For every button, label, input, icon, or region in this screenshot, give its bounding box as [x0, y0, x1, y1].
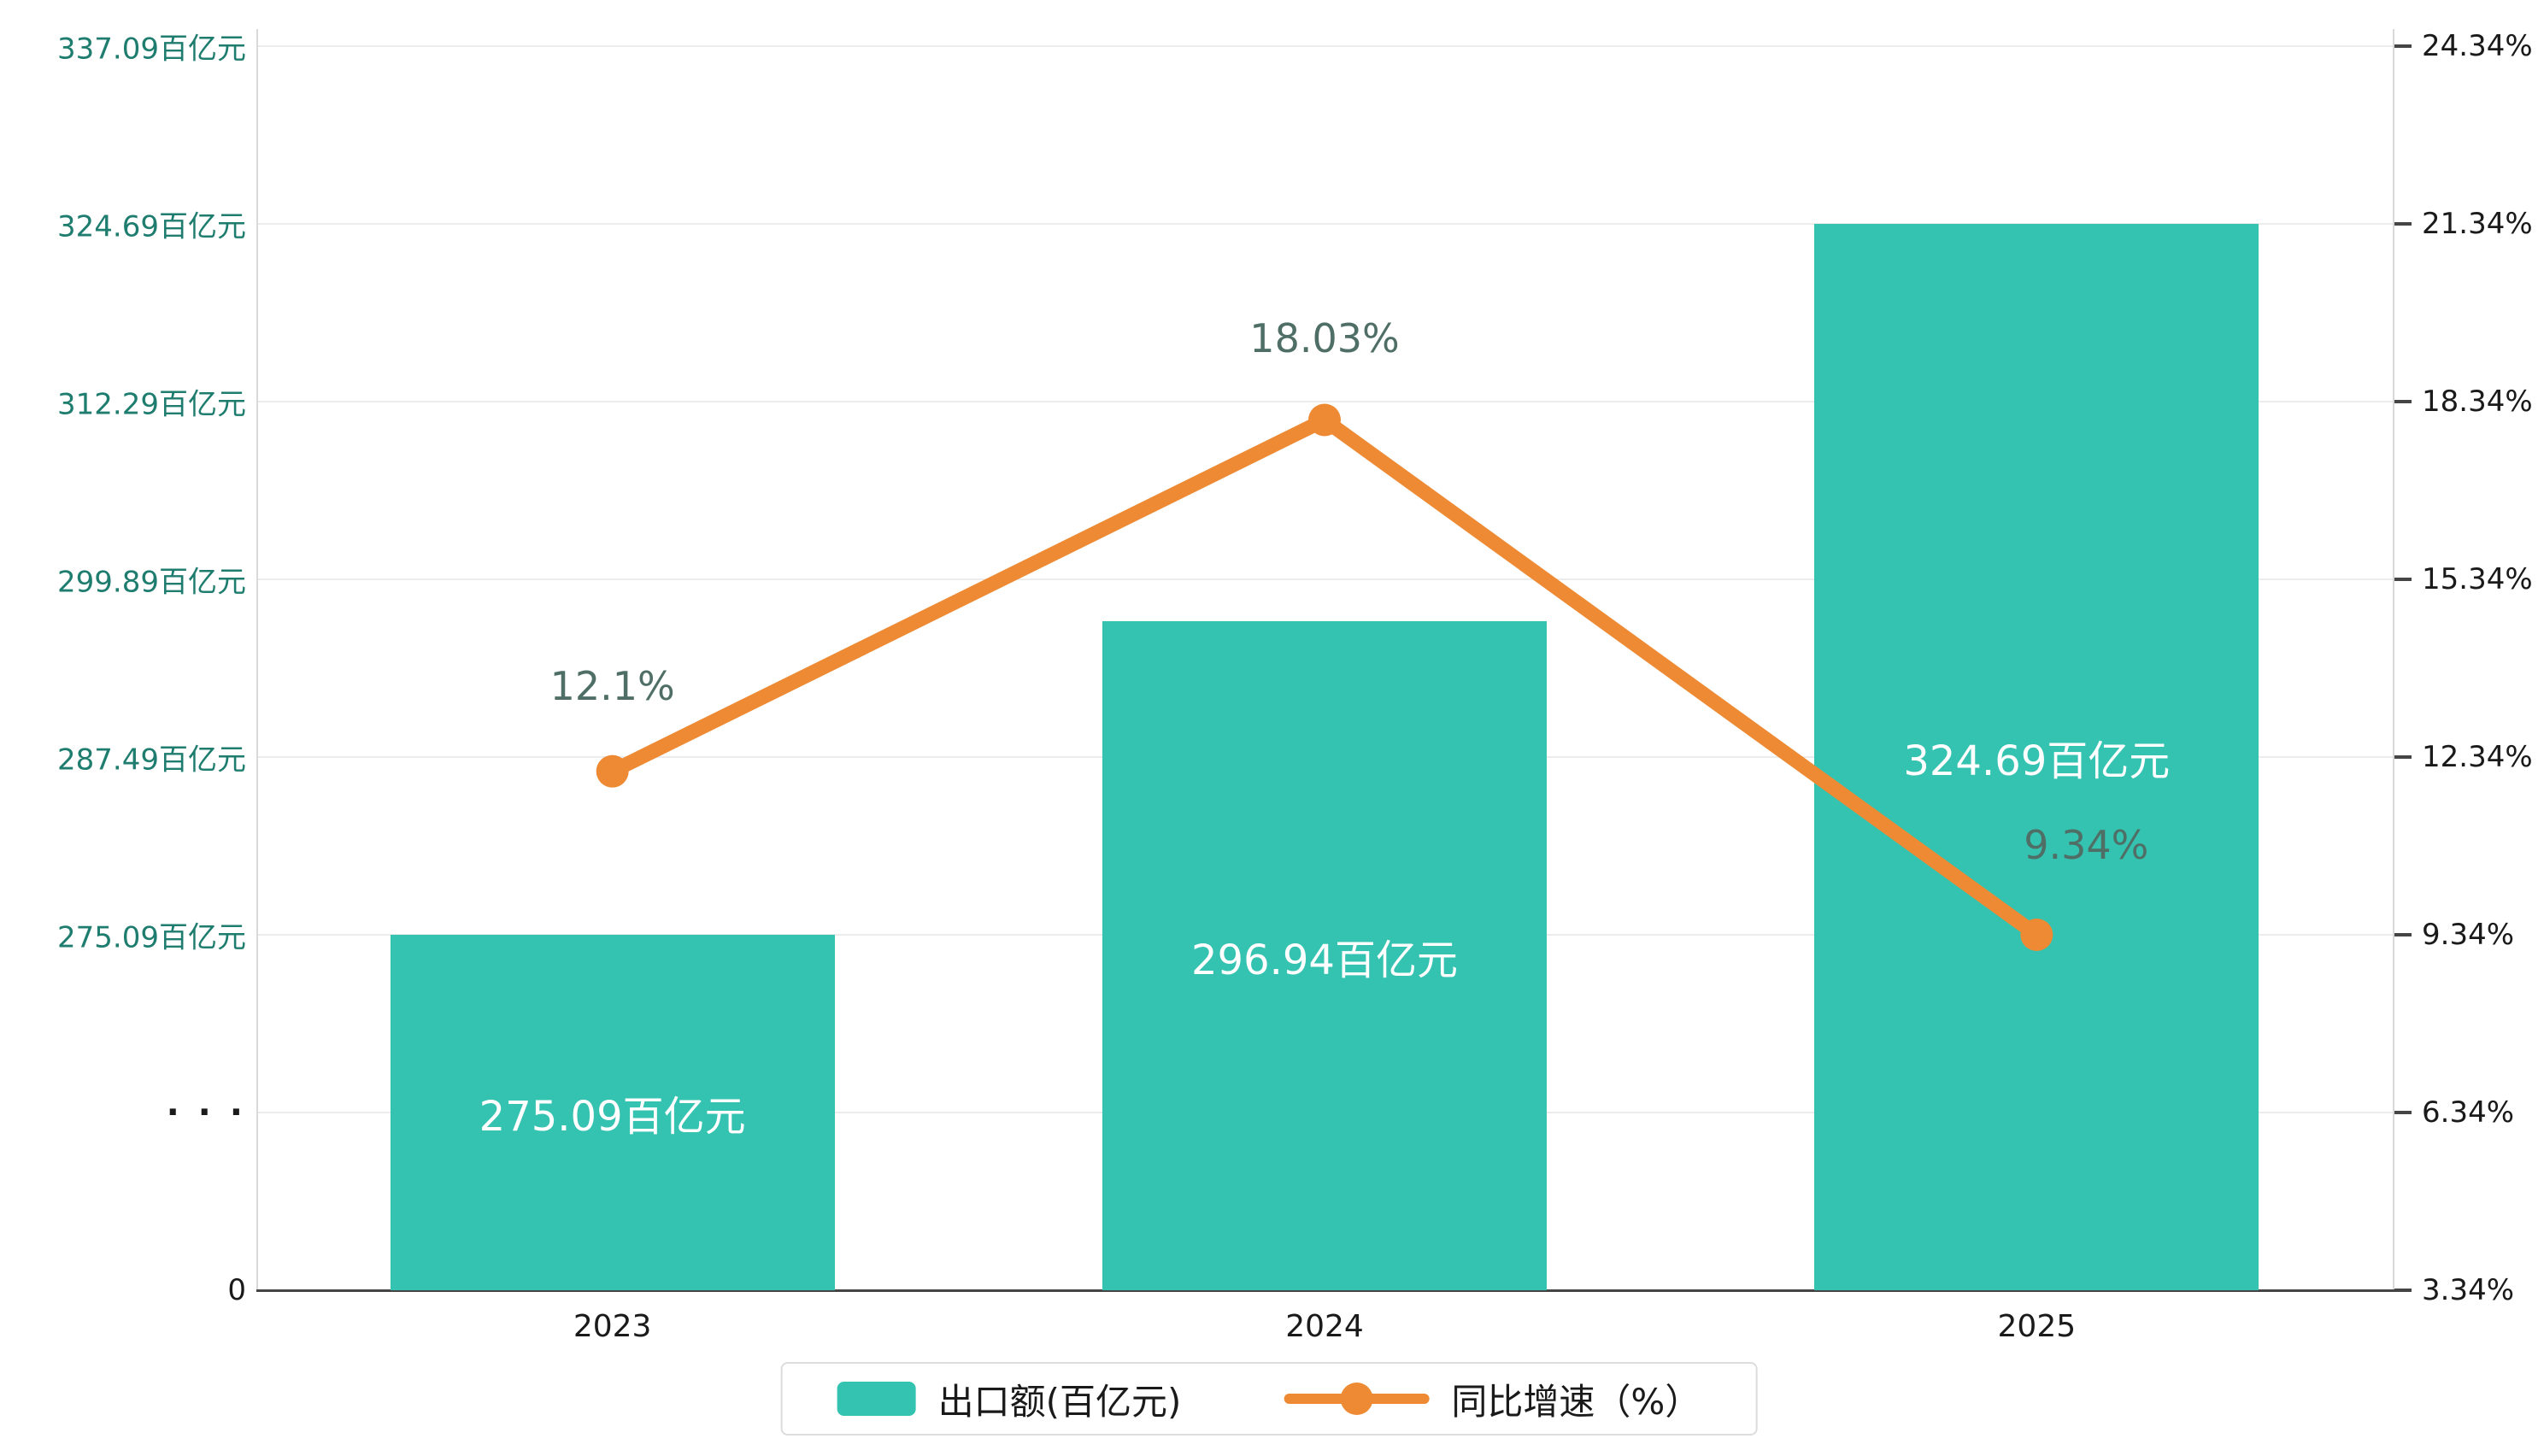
legend-item-export-bars[interactable]: 出口额(百亿元): [837, 1373, 1182, 1425]
y-axis-right-tick-label: 9.34%: [2422, 918, 2515, 952]
y-axis-right-tick-mark: [2394, 400, 2412, 403]
y-axis-left-tick-label: 337.09百亿元: [57, 32, 246, 67]
growth-point-2024: [1308, 403, 1341, 437]
growth-point-label: 12.1%: [549, 662, 675, 709]
y-axis-right-tick-mark: [2394, 933, 2412, 936]
legend: 出口额(百亿元) 同比增速（%）: [780, 1362, 1758, 1435]
y-axis-left-tick-label: 312.29百亿元: [57, 387, 246, 422]
growth-point-2025: [2020, 919, 2053, 951]
bar-2024: 296.94百亿元: [1102, 621, 1547, 1290]
growth-point-label: 9.34%: [2024, 822, 2149, 868]
y-axis-right-tick-label: 6.34%: [2422, 1095, 2515, 1130]
y-axis-right-tick-label: 18.34%: [2422, 385, 2533, 419]
y-axis-right-line: [2393, 29, 2394, 1290]
legend-line-swatch-icon: [1284, 1381, 1430, 1417]
growth-point-2023: [596, 754, 629, 788]
x-axis-category-label: 2024: [1285, 1309, 1364, 1344]
y-axis-right-tick-label: 21.34%: [2422, 207, 2533, 241]
y-axis-left-tick-label: 275.09百亿元: [57, 920, 246, 955]
x-axis-line: [256, 1289, 2412, 1292]
y-axis-break-marker: · · ·: [166, 1093, 246, 1132]
y-axis-right-tick-label: 3.34%: [2422, 1273, 2515, 1307]
legend-item-label: 出口额(百亿元): [937, 1380, 1182, 1423]
y-axis-right-tick-mark: [2394, 1111, 2412, 1114]
y-axis-left-tick-label: 324.69百亿元: [57, 209, 246, 244]
legend-dot-icon: [1340, 1383, 1373, 1415]
y-axis-right-tick-mark: [2394, 44, 2412, 48]
bar-value-label: 296.94百亿元: [1191, 936, 1458, 984]
y-axis-left-tick-label: 287.49百亿元: [57, 743, 246, 778]
legend-item-growth-line[interactable]: 同比增速（%）: [1284, 1373, 1701, 1425]
y-axis-right-tick-label: 12.34%: [2422, 740, 2533, 774]
y-axis-right-tick-mark: [2394, 222, 2412, 226]
bar-value-label: 324.69百亿元: [1903, 737, 2171, 785]
y-axis-right-tick-label: 15.34%: [2422, 562, 2533, 596]
y-axis-left-tick-label: 299.89百亿元: [57, 565, 246, 600]
growth-point-label: 18.03%: [1249, 315, 1400, 362]
bar-2025: 324.69百亿元: [1814, 224, 2259, 1290]
y-axis-left-tick-label: 0: [227, 1273, 246, 1307]
x-axis-category-label: 2025: [1997, 1309, 2077, 1344]
legend-bar-swatch-icon: [837, 1382, 916, 1416]
bar-2023: 275.09百亿元: [390, 935, 835, 1290]
bar-value-label: 275.09百亿元: [479, 1093, 746, 1141]
y-axis-left-line: [256, 29, 258, 1290]
gridline: [256, 578, 2393, 580]
gridline: [256, 223, 2393, 225]
y-axis-right-tick-mark: [2394, 578, 2412, 581]
growth-line: [605, 412, 2044, 942]
y-axis-right-tick-mark: [2394, 755, 2412, 759]
gridline: [256, 45, 2393, 47]
legend-item-label: 同比增速（%）: [1451, 1380, 1701, 1423]
y-axis-right-tick-label: 24.34%: [2422, 29, 2533, 63]
x-axis-category-label: 2023: [573, 1309, 652, 1344]
gridline: [256, 401, 2393, 402]
